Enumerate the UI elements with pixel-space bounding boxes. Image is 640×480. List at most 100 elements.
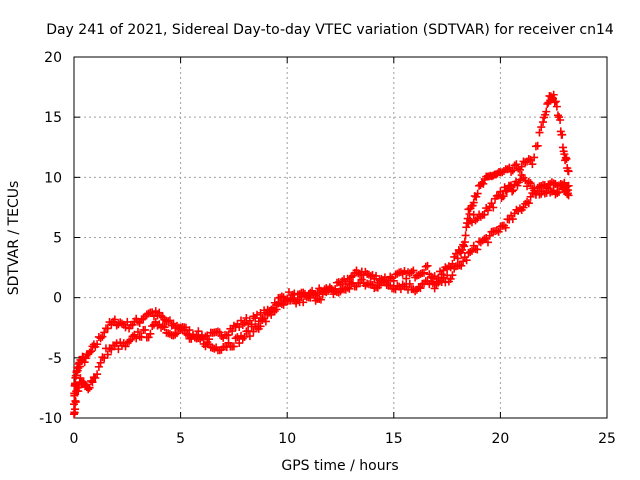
data-point (533, 141, 542, 150)
x-tick-label: 0 (70, 431, 79, 447)
data-point (476, 238, 485, 247)
grid-lines (74, 57, 607, 418)
data-point (81, 354, 90, 363)
x-axis-label: GPS time / hours (281, 458, 398, 474)
x-tick-label: 10 (278, 431, 296, 447)
data-point (507, 167, 516, 176)
data-point (146, 329, 155, 338)
data-point (299, 298, 308, 307)
chart-title: Day 241 of 2021, Sidereal Day-to-day VTE… (46, 22, 614, 38)
data-point (76, 374, 85, 383)
data-point (133, 327, 142, 336)
data-point (93, 370, 102, 379)
data-point (430, 272, 439, 281)
data-point (132, 334, 141, 343)
data-point (473, 214, 482, 223)
data-point (512, 160, 521, 169)
y-tick-label: 10 (44, 170, 62, 186)
data-point (485, 231, 494, 240)
data-point (508, 187, 517, 196)
data-point (402, 274, 411, 283)
data-point (103, 324, 112, 333)
data-point (85, 383, 94, 392)
data-point (229, 321, 238, 330)
data-point (553, 111, 562, 120)
data-point (494, 227, 503, 236)
data-point (112, 339, 121, 348)
data-point (519, 203, 528, 212)
data-point (461, 231, 470, 240)
x-axis-tick-labels: 0 5 10 15 20 25 (70, 431, 616, 447)
data-point (475, 237, 484, 246)
data-point (194, 327, 203, 336)
data-point (117, 319, 126, 328)
data-point (173, 329, 182, 338)
y-tick-label: 0 (53, 291, 62, 307)
data-point (479, 179, 488, 188)
data-point (366, 280, 375, 289)
data-point (88, 378, 97, 387)
data-point (416, 284, 425, 293)
data-point (110, 315, 119, 324)
data-point (228, 327, 237, 336)
data-point (311, 296, 320, 305)
data-point (508, 166, 517, 175)
data-point (526, 179, 535, 188)
data-point (98, 353, 107, 362)
data-point (87, 347, 96, 356)
data-point (471, 216, 480, 225)
data-point (423, 261, 432, 270)
data-point (528, 160, 537, 169)
data-point (421, 262, 430, 271)
data-point (524, 199, 533, 208)
data-point (407, 268, 416, 277)
data-point (141, 325, 150, 334)
data-series (70, 90, 573, 419)
data-point (515, 204, 524, 213)
data-point (144, 309, 153, 318)
data-point (98, 332, 107, 341)
y-tick-label: 15 (44, 110, 62, 126)
data-point (496, 222, 505, 231)
data-point (517, 162, 526, 171)
data-point (180, 325, 189, 334)
data-point (71, 405, 80, 414)
data-point (91, 373, 100, 382)
data-point (258, 315, 267, 324)
data-point (256, 322, 265, 331)
data-point (316, 295, 325, 304)
data-point (389, 276, 398, 285)
y-tick-label: 5 (53, 231, 62, 247)
data-point (530, 153, 539, 162)
data-point (533, 183, 542, 192)
data-point (116, 338, 125, 347)
data-point (75, 362, 84, 371)
data-point (245, 332, 254, 341)
data-point (551, 97, 560, 106)
data-point (71, 398, 80, 407)
data-point (564, 167, 573, 176)
data-point (249, 327, 258, 336)
data-point (252, 310, 261, 319)
data-point (509, 186, 518, 195)
y-tick-label: 20 (44, 50, 62, 66)
data-point (483, 238, 492, 247)
data-point (215, 328, 224, 337)
series-track-upper (70, 90, 573, 409)
x-tick-label: 25 (598, 431, 616, 447)
data-point (144, 333, 153, 342)
data-point (210, 344, 219, 353)
data-point (270, 306, 279, 315)
data-point (550, 98, 559, 107)
data-point (107, 345, 116, 354)
data-point (126, 335, 135, 344)
data-point (523, 197, 532, 206)
data-point (85, 348, 94, 357)
data-point (372, 271, 381, 280)
data-point (564, 181, 573, 190)
data-point (158, 321, 167, 330)
x-tick-label: 20 (491, 431, 509, 447)
y-axis-tick-labels: -10 -5 0 5 10 15 20 (39, 50, 62, 427)
data-point (556, 116, 565, 125)
